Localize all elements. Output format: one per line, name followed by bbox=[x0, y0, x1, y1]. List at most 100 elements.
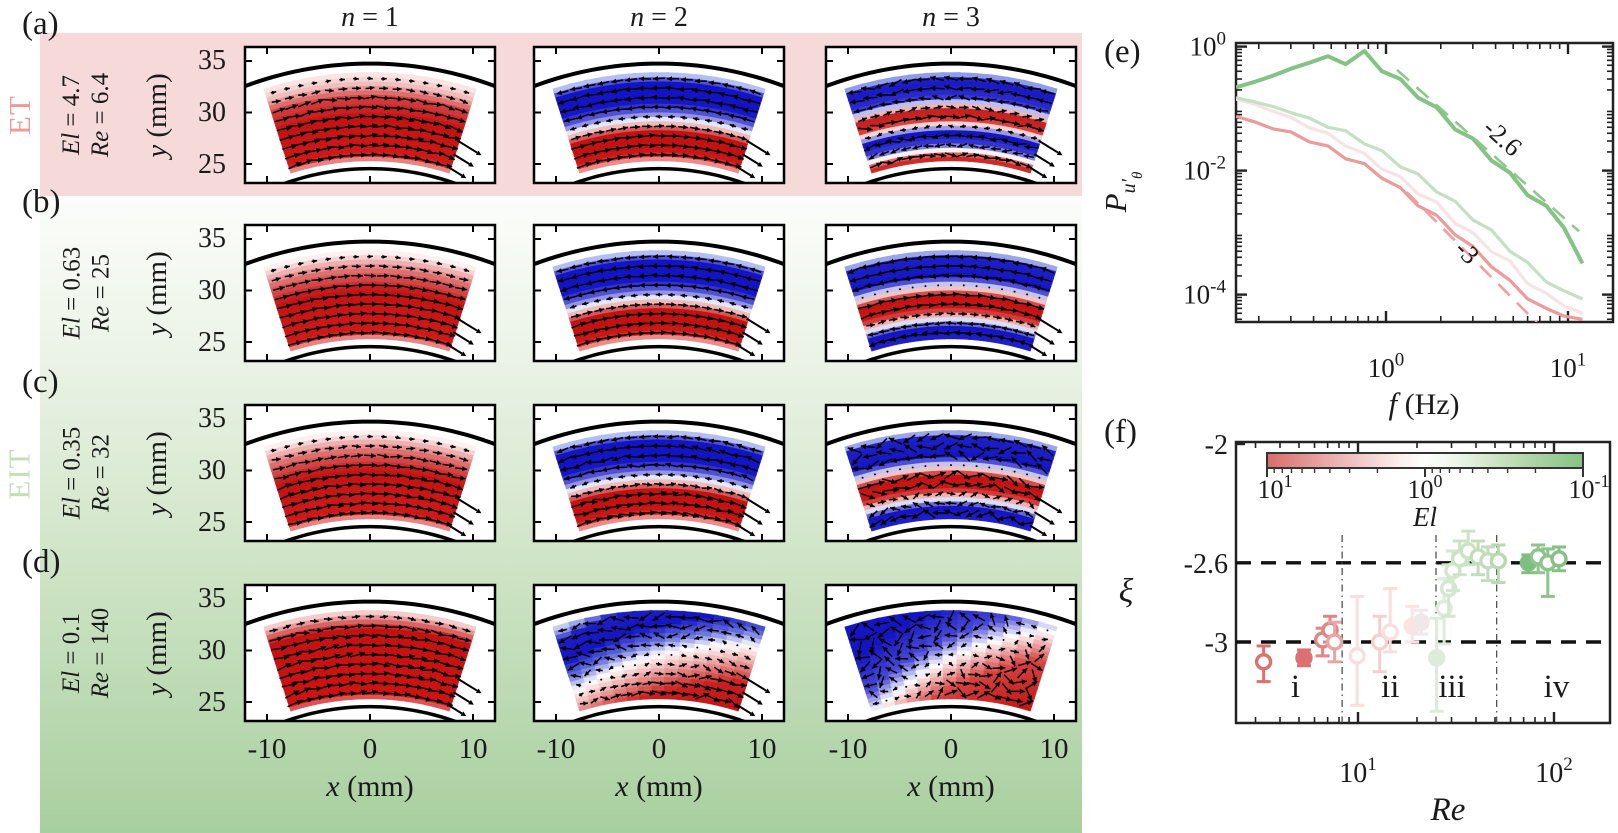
flow-panel-a3 bbox=[824, 45, 1078, 185]
column-header-n3: n = 3 bbox=[861, 2, 1041, 34]
flow-y-tick-label: 35 bbox=[198, 583, 226, 614]
flow-x-tick-label: -10 bbox=[536, 733, 576, 765]
panel-letter-a: (a) bbox=[22, 6, 59, 42]
scatter-ytick-1: -2.6 bbox=[1184, 549, 1228, 580]
row-param-label: El = 0.1 Re = 140 bbox=[58, 578, 114, 728]
flow-field-a3 bbox=[824, 45, 1078, 185]
flow-panel-a1 bbox=[243, 45, 497, 185]
flow-field-c2 bbox=[532, 403, 786, 543]
header-var: n bbox=[341, 2, 356, 33]
flow-panel-c1 bbox=[243, 403, 497, 543]
scatter-xlabel: Re bbox=[1430, 792, 1466, 828]
spectrum-xlabel: f (Hz) bbox=[1388, 386, 1459, 421]
regime-label-eit: EIT bbox=[2, 448, 38, 500]
flow-field-c3 bbox=[824, 403, 1078, 543]
flow-field-b1 bbox=[243, 223, 497, 363]
flow-panel-b1 bbox=[243, 223, 497, 363]
header-rest: = 1 bbox=[355, 2, 399, 33]
flow-panel-b2 bbox=[532, 223, 786, 363]
el-re-label: El = 0.1 Re = 140 bbox=[58, 607, 115, 699]
scatter-point-22 bbox=[1550, 545, 1568, 573]
spectrum-xtick-0: 100 bbox=[1368, 350, 1405, 383]
scatter-point-18 bbox=[1489, 543, 1508, 585]
flow-field-b3 bbox=[824, 223, 1078, 363]
flow-y-tick-label: 25 bbox=[198, 687, 226, 718]
flow-field-d1 bbox=[243, 583, 497, 723]
regime-label-et: ET bbox=[2, 95, 37, 135]
el-re-label: El = 0.35 Re = 32 bbox=[58, 426, 115, 520]
row-param-label: El = 0.63 Re = 25 bbox=[58, 218, 114, 368]
flow-x-tick-label: 0 bbox=[362, 733, 378, 765]
flow-y-tick-label: 35 bbox=[198, 403, 226, 434]
panel-letter-f: (f) bbox=[1104, 414, 1137, 450]
flow-x-axis-title: x (mm) bbox=[615, 770, 703, 803]
flow-x-axis-title: x (mm) bbox=[907, 770, 995, 803]
flow-panel-d1 bbox=[243, 583, 497, 723]
flow-y-tick-label: 30 bbox=[198, 97, 226, 128]
flow-field-c1 bbox=[243, 403, 497, 543]
scatter-ytick-2: -3 bbox=[1205, 628, 1228, 659]
flow-panel-a2 bbox=[532, 45, 786, 185]
flow-y-tick-label: 30 bbox=[198, 635, 226, 666]
flow-field-d2 bbox=[532, 583, 786, 723]
flow-field-a1 bbox=[243, 45, 497, 185]
scatter-point-10 bbox=[1427, 616, 1446, 713]
spectrum-ylabel: Pu′θ bbox=[1098, 171, 1146, 213]
spectrum-series-2 bbox=[1236, 96, 1584, 301]
flow-panel-c3 bbox=[824, 403, 1078, 543]
flow-panel-d2 bbox=[532, 583, 786, 723]
flow-panel-d3 bbox=[824, 583, 1078, 723]
flow-x-tick-label: 10 bbox=[1039, 733, 1069, 765]
flow-x-tick-label: -10 bbox=[828, 733, 868, 765]
flow-field-b2 bbox=[532, 223, 786, 363]
scatter-ylabel: ξ bbox=[1119, 573, 1134, 610]
flow-x-tick-label: -10 bbox=[247, 733, 287, 765]
region-label-1: ii bbox=[1381, 669, 1399, 705]
panel-letter-e: (e) bbox=[1104, 34, 1141, 70]
scatter-ytick-0: -2 bbox=[1205, 430, 1228, 461]
spectrum-xtick-1: 101 bbox=[1550, 350, 1587, 383]
spectrum-series bbox=[1236, 48, 1585, 322]
row-param-label: El = 4.7 Re = 6.4 bbox=[58, 40, 114, 190]
scatter-point-0 bbox=[1254, 644, 1273, 684]
flow-x-tick-label: 0 bbox=[943, 733, 959, 765]
region-label-0: i bbox=[1291, 669, 1300, 705]
scatter-xtick-1: 102 bbox=[1535, 754, 1573, 789]
column-header-n1: n = 1 bbox=[280, 2, 460, 34]
scatter-point-9 bbox=[1412, 608, 1430, 636]
scatter-point-1 bbox=[1295, 648, 1313, 668]
flow-panel-c2 bbox=[532, 403, 786, 543]
colorbar-tick-0: 101 bbox=[1258, 471, 1293, 504]
spectrum-ytick-2: 10-4 bbox=[1183, 276, 1226, 309]
spectrum-series-1 bbox=[1236, 97, 1584, 315]
panel-letter-b: (b) bbox=[22, 184, 61, 220]
column-header-n2: n = 2 bbox=[569, 2, 749, 34]
el-colorbar bbox=[1266, 452, 1584, 469]
flow-y-tick-label: 30 bbox=[198, 455, 226, 486]
spectrum-guide-0 bbox=[1396, 68, 1580, 233]
region-label-2: iii bbox=[1438, 669, 1466, 705]
flow-panel-b3 bbox=[824, 223, 1078, 363]
spectrum-guide-1 bbox=[1405, 191, 1538, 322]
regime-label-et-wrap: ET bbox=[2, 86, 38, 144]
scatter-point-6 bbox=[1370, 614, 1389, 674]
header-rest: = 3 bbox=[936, 2, 980, 33]
spectrum-series-3 bbox=[1236, 48, 1585, 265]
flow-y-tick-label: 35 bbox=[198, 45, 226, 76]
header-rest: = 2 bbox=[644, 2, 688, 33]
flow-y-tick-label: 25 bbox=[198, 507, 226, 538]
flow-x-tick-label: 10 bbox=[747, 733, 777, 765]
scatter-xtick-0: 101 bbox=[1339, 754, 1377, 789]
spectrum-ytick-1: 10-2 bbox=[1183, 152, 1226, 185]
colorbar-tick-1: 100 bbox=[1408, 471, 1443, 504]
flow-y-tick-label: 25 bbox=[198, 149, 226, 180]
flow-y-tick-label: 30 bbox=[198, 275, 226, 306]
flow-x-axis-title: x (mm) bbox=[326, 770, 414, 803]
flow-field-d3 bbox=[824, 583, 1078, 723]
panel-letter-d: (d) bbox=[22, 544, 61, 580]
spectrum-ytick-0: 100 bbox=[1190, 28, 1227, 61]
flow-x-tick-label: 0 bbox=[651, 733, 667, 765]
colorbar-label: El bbox=[1412, 502, 1437, 532]
